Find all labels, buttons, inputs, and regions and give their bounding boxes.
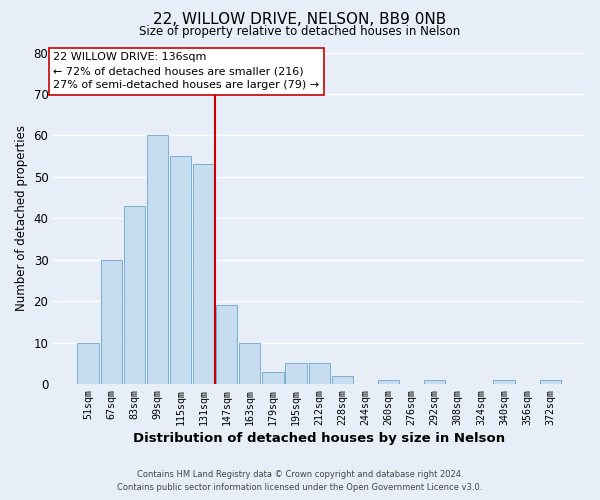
Bar [147, 136, 168, 384]
Bar [193, 164, 214, 384]
Text: Size of property relative to detached houses in Nelson: Size of property relative to detached ho… [139, 25, 461, 38]
Text: Contains HM Land Registry data © Crown copyright and database right 2024.
Contai: Contains HM Land Registry data © Crown c… [118, 470, 482, 492]
Bar [539, 380, 561, 384]
X-axis label: Distribution of detached houses by size in Nelson: Distribution of detached houses by size … [133, 432, 505, 445]
Bar [332, 376, 353, 384]
Text: 22 WILLOW DRIVE: 136sqm
← 72% of detached houses are smaller (216)
27% of semi-d: 22 WILLOW DRIVE: 136sqm ← 72% of detache… [53, 52, 319, 90]
Bar [308, 364, 330, 384]
Bar [286, 364, 307, 384]
Bar [101, 260, 122, 384]
Bar [493, 380, 515, 384]
Y-axis label: Number of detached properties: Number of detached properties [15, 126, 28, 312]
Bar [262, 372, 284, 384]
Bar [216, 306, 238, 384]
Bar [424, 380, 445, 384]
Bar [170, 156, 191, 384]
Bar [77, 342, 99, 384]
Bar [378, 380, 399, 384]
Bar [239, 342, 260, 384]
Bar [124, 206, 145, 384]
Text: 22, WILLOW DRIVE, NELSON, BB9 0NB: 22, WILLOW DRIVE, NELSON, BB9 0NB [154, 12, 446, 28]
